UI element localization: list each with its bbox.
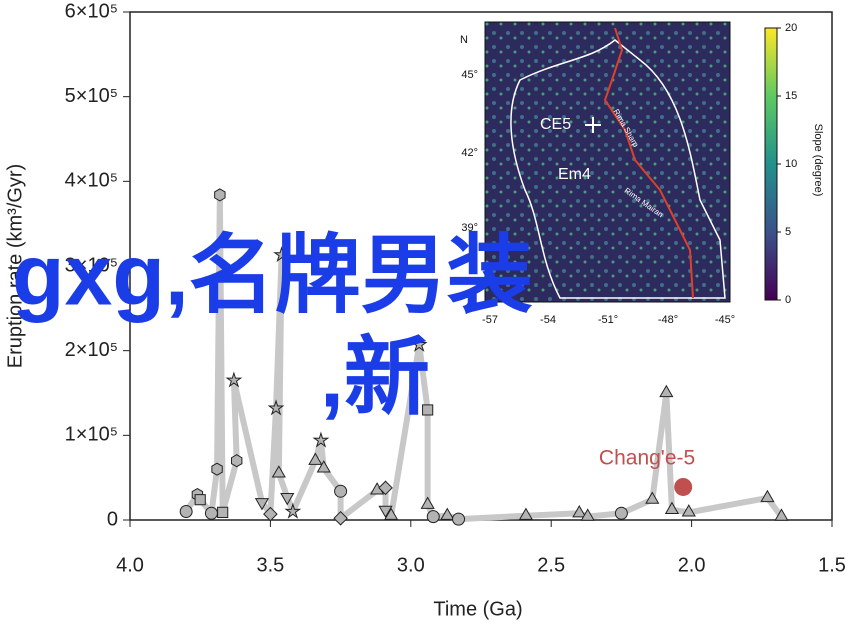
site-label: Em4 <box>558 166 591 183</box>
data-point <box>420 496 435 509</box>
data-point <box>284 502 302 519</box>
y-tick-label: 2×10⁵ <box>65 339 118 361</box>
map-area <box>484 21 731 303</box>
data-point <box>231 454 243 468</box>
data-point <box>664 501 680 514</box>
x-tick-label: 2.5 <box>537 554 565 576</box>
data-point <box>659 384 674 398</box>
data-point <box>580 508 595 521</box>
data-point <box>204 506 218 520</box>
data-point <box>384 507 399 520</box>
data-point <box>674 477 693 496</box>
data-point <box>312 431 330 448</box>
data-point <box>422 404 434 416</box>
data-point <box>410 335 428 352</box>
data-point <box>572 505 587 518</box>
x-axis-label: Time (Ga) <box>433 598 522 620</box>
colorbar-tick-label: 10 <box>785 158 797 170</box>
x-tick-label: 3.5 <box>256 554 284 576</box>
x-tick-label: 1.5 <box>818 554 846 576</box>
site-marker <box>585 117 601 133</box>
lon-label: -48° <box>658 314 678 326</box>
colorbar-tick-label: 20 <box>785 22 797 34</box>
colorbar-label: Slope (degree) <box>812 124 824 197</box>
watermark: ,新 <box>320 330 430 426</box>
colorbar-tick-label: 15 <box>785 90 797 102</box>
lon-label: -57 <box>482 314 498 326</box>
data-point <box>254 498 270 511</box>
data-point <box>774 508 789 521</box>
inset-map: N 45° 42° 39° -57 -54 -51° -48° -45° CE5… <box>460 21 824 326</box>
data-point <box>333 510 348 526</box>
y-tick-label: 4×10⁵ <box>65 170 118 192</box>
lon-label: -51° <box>598 314 618 326</box>
y-tick-label: 3×10⁵ <box>65 254 118 276</box>
data-point <box>334 484 348 498</box>
data-point <box>179 505 193 519</box>
data-point <box>225 371 243 388</box>
data-point <box>681 504 696 517</box>
data-point <box>263 506 278 522</box>
data-point <box>308 452 323 465</box>
data-point <box>316 460 331 473</box>
site-label: CE5 <box>540 116 571 133</box>
rille <box>603 27 694 299</box>
data-point <box>452 512 466 526</box>
y-tick-label: 6×10⁵ <box>65 0 118 22</box>
colorbar-tick-label: 0 <box>785 294 791 306</box>
watermark: gxg,名牌男装 <box>12 228 533 324</box>
data-point <box>267 399 285 416</box>
data-point <box>518 507 534 520</box>
y-tick-label: 5×10⁵ <box>65 85 118 107</box>
x-tick-label: 2.0 <box>678 554 706 576</box>
x-tick-label: 4.0 <box>116 554 144 576</box>
data-point <box>217 506 229 518</box>
annotation: Chang'e-5 <box>599 447 695 470</box>
data-point <box>211 462 223 476</box>
data-point <box>378 505 393 519</box>
colorbar-tick-label: 5 <box>785 226 791 238</box>
data-point <box>271 465 286 478</box>
data-point <box>645 491 660 504</box>
mare-boundary <box>510 39 726 299</box>
data-point <box>273 246 291 263</box>
data-point <box>760 489 775 503</box>
data-point <box>614 506 628 520</box>
y-axis-label: Eruption rate (km³/Gyr) <box>4 164 26 368</box>
lat-label: 45° <box>461 69 478 81</box>
data-point <box>280 493 295 506</box>
y-tick-label: 0 <box>107 508 118 530</box>
data-point <box>214 188 226 202</box>
data-point <box>440 507 455 520</box>
data-point <box>426 510 440 524</box>
x-tick-label: 3.0 <box>397 554 425 576</box>
lat-label: 39° <box>461 222 478 234</box>
colorbar <box>764 27 778 301</box>
north-label: N <box>460 34 468 46</box>
y-tick-label: 1×10⁵ <box>65 424 118 446</box>
lon-label: -54 <box>540 314 556 326</box>
lat-label: 42° <box>461 147 478 159</box>
data-point <box>378 480 393 496</box>
lon-label: -45° <box>715 314 735 326</box>
data-point <box>194 494 206 506</box>
